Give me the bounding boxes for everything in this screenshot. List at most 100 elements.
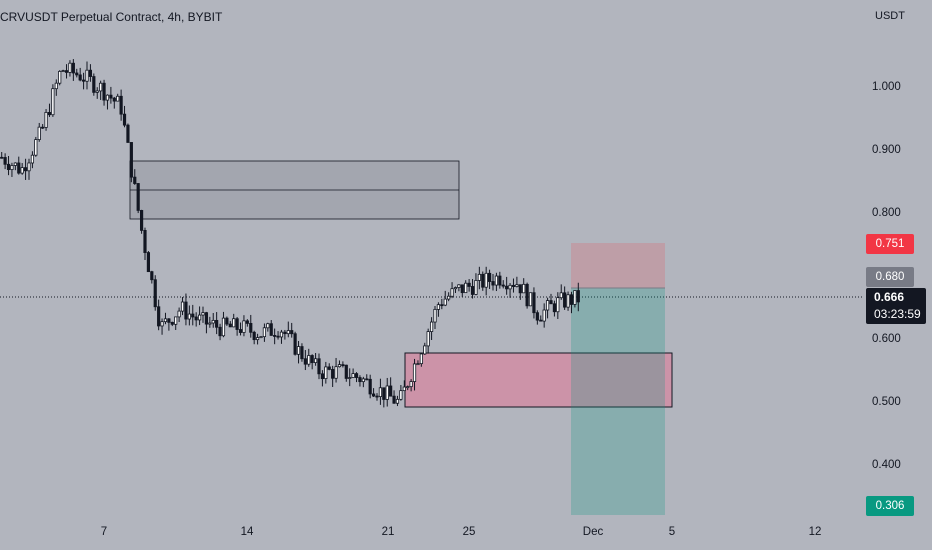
candle-body (68, 62, 72, 73)
candle-body (153, 279, 157, 308)
candle-body (112, 97, 116, 102)
candle-body (34, 139, 38, 156)
candle-body (354, 373, 359, 378)
candle-body (320, 373, 325, 380)
candle-body (556, 297, 560, 313)
candle-body (13, 162, 17, 166)
price-tick-0900: 0.900 (872, 144, 901, 156)
candle-body (576, 290, 580, 303)
date-tick-dec: Dec (577, 521, 609, 543)
price-tick-0400: 0.400 (872, 459, 901, 471)
candle-body (225, 317, 229, 325)
price-tick-1000: 1.000 (872, 81, 901, 93)
candle-body (133, 176, 137, 184)
candle-body (85, 69, 89, 82)
candle-body (17, 162, 21, 174)
candle-body (447, 295, 451, 300)
candle-body (64, 70, 69, 73)
candle-body (27, 162, 31, 172)
candle-body (419, 353, 423, 365)
chart-title: CRVUSDT Perpetual Contract, 4h, BYBIT (0, 10, 223, 24)
candle-body (197, 314, 202, 321)
candle-body (293, 333, 297, 355)
candle-body (262, 327, 267, 338)
candle-body (143, 229, 147, 253)
candle-body (51, 88, 55, 116)
candle-body (327, 366, 331, 370)
candle-body (484, 272, 488, 288)
price-tick-0500: 0.500 (872, 396, 901, 408)
last-price-tag: 0.666 03:23:59 (866, 288, 926, 324)
candle-body (559, 292, 563, 299)
candle-body (232, 318, 236, 328)
candle-body (6, 163, 11, 170)
candle-body (542, 309, 546, 322)
date-tick-7: 7 (100, 526, 108, 538)
candle-body (88, 69, 93, 77)
candle-body (501, 284, 505, 287)
candle-body (467, 282, 471, 287)
candle-body (218, 326, 222, 337)
candle-body (105, 94, 110, 101)
candle-body (119, 95, 123, 115)
candle-body (457, 284, 461, 288)
candle-body (99, 82, 103, 92)
candle-body (399, 390, 403, 400)
bar-countdown: 03:23:59 (874, 307, 921, 321)
candle-body (498, 275, 502, 286)
candle-body (310, 355, 314, 364)
candle-body (518, 284, 522, 294)
candle-body (395, 398, 400, 404)
date-tick-25: 25 (462, 526, 476, 538)
demand-zone (404, 352, 673, 408)
candle-body (351, 373, 355, 378)
candle-body (286, 330, 290, 335)
candle-body (494, 275, 499, 286)
candle-body (177, 310, 181, 318)
candle-body (0, 156, 4, 159)
candle-body (95, 90, 99, 93)
candle-body (290, 330, 294, 335)
candle-body (344, 364, 348, 379)
position-target-zone (571, 243, 665, 288)
candle-body (545, 300, 550, 311)
candle-body (371, 393, 376, 397)
candle-body (443, 298, 447, 306)
last-price-value: 0.666 (874, 290, 905, 304)
candle-body (157, 306, 161, 327)
candle-body (81, 79, 86, 82)
candle-body (508, 284, 512, 290)
candle-body (150, 271, 154, 281)
candle-body (423, 345, 427, 355)
date-tick-12: 12 (808, 526, 822, 538)
candle-body (129, 142, 133, 178)
candle-body (283, 331, 287, 335)
candle-body (276, 335, 280, 338)
candle-body (194, 316, 198, 321)
candle-body (470, 286, 475, 295)
candle-body (307, 355, 311, 365)
candle-body (334, 366, 338, 379)
candle-body (170, 321, 174, 325)
date-tick-21: 21 (381, 526, 395, 538)
candle-body (511, 284, 516, 287)
candle-body (296, 346, 301, 355)
candle-body (245, 320, 249, 324)
candle-body (409, 381, 413, 388)
date-tick-14: 14 (240, 526, 254, 538)
candle-body (242, 320, 246, 333)
candle-body (426, 331, 430, 347)
candle-body (392, 395, 396, 404)
candle-body (440, 304, 444, 307)
candle-body (146, 252, 151, 273)
candle-body (41, 126, 45, 129)
candle-body (191, 313, 195, 318)
candle-body (491, 281, 495, 286)
candle-body (71, 62, 75, 74)
candle-body (208, 322, 212, 325)
candle-body (92, 76, 96, 93)
candle-body (375, 395, 379, 398)
candle-body (436, 304, 441, 310)
candle-body (10, 165, 14, 170)
